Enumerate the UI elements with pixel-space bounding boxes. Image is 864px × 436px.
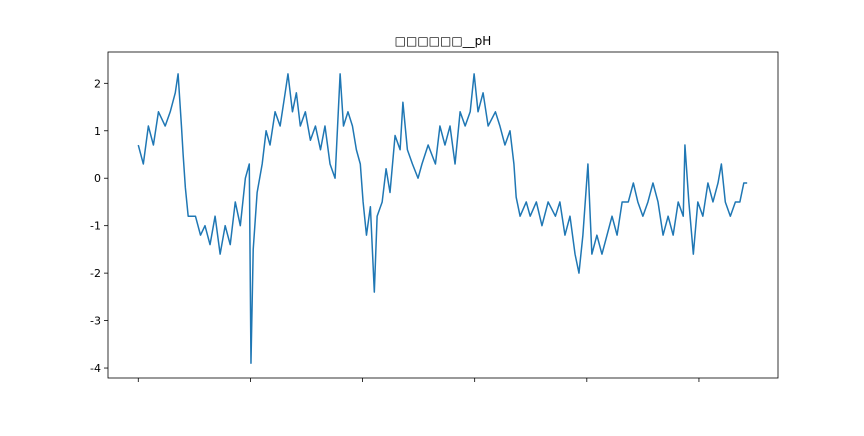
y-tick-label: -1 — [90, 220, 101, 233]
y-tick-label: -2 — [90, 267, 101, 280]
chart-title: □□□□□□__pH — [395, 34, 492, 48]
y-tick-label: -4 — [90, 362, 101, 375]
y-tick-label: -3 — [90, 315, 101, 328]
data-line — [137, 73, 748, 365]
y-tick-label: 1 — [94, 125, 101, 138]
y-tick-label: 0 — [94, 172, 101, 185]
y-tick-label: 2 — [94, 77, 101, 90]
plot-frame — [107, 51, 779, 379]
